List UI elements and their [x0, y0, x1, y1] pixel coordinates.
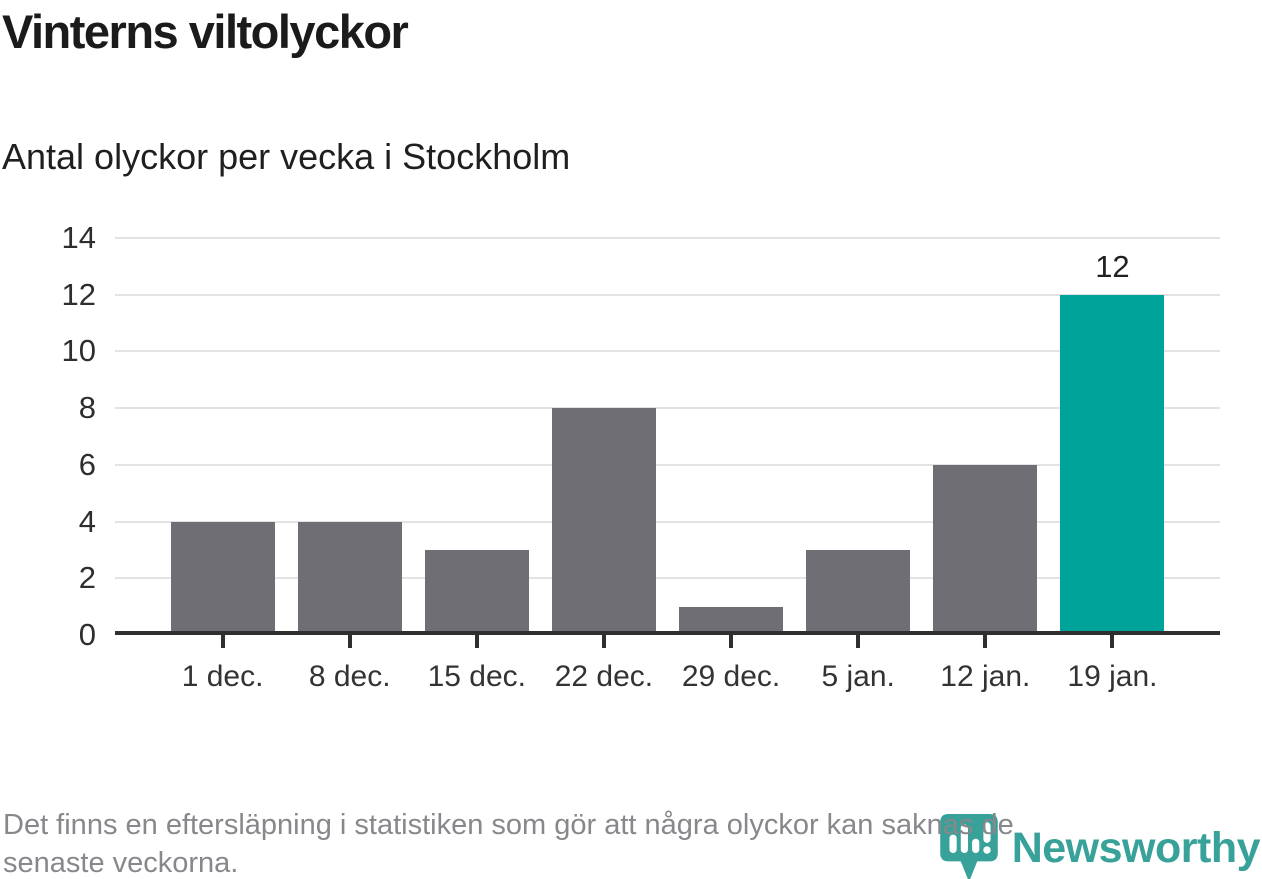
x-tick-7 [983, 635, 988, 648]
y-tick-label-6: 6 [78, 446, 96, 482]
x-tick-label-1: 1 dec. [181, 660, 264, 693]
x-tick-label-7: 12 jan. [940, 660, 1031, 693]
gridline-y-6 [115, 463, 1220, 466]
plot-area: 12 [115, 237, 1220, 648]
bar-5jan [806, 549, 911, 635]
x-tick-label-4: 22 dec. [554, 660, 654, 693]
bar-12jan [933, 464, 1038, 635]
x-tick-1 [220, 635, 225, 648]
y-tick-label-4: 4 [78, 503, 96, 539]
bar-value-label-19jan: 12 [1095, 248, 1130, 284]
x-tick-5 [729, 635, 734, 648]
bar-19jan [1060, 294, 1165, 635]
bar-29dec [679, 606, 784, 635]
x-tick-label-3: 15 dec. [427, 660, 527, 693]
y-tick-label-0: 0 [78, 617, 96, 652]
newsworthy-bubble-chart-icon [939, 814, 998, 879]
x-tick-2 [347, 635, 352, 648]
gridline-y-12 [115, 293, 1220, 296]
gridline-y-4 [115, 520, 1220, 523]
x-tick-4 [601, 635, 606, 648]
x-tick-6 [856, 635, 861, 648]
gridline-y-10 [115, 350, 1220, 353]
x-tick-label-6: 5 jan. [821, 660, 895, 693]
y-tick-label-12: 12 [61, 276, 96, 312]
x-axis-line [115, 631, 1220, 635]
bar-1dec [170, 521, 275, 635]
footnote-line-1: Det finns en eftersläpning i statistiken… [3, 809, 1014, 841]
x-axis-labels: 1 dec. 8 dec. 15 dec. 22 dec. 29 dec. 5 jan. 1… [115, 660, 1220, 700]
y-tick-label-10: 10 [61, 333, 96, 369]
chart-subtitle: Antal olyckor per vecka i Stockholm [2, 136, 571, 177]
gridline-y-2 [115, 577, 1220, 580]
page-title: Vinterns viltolyckor [2, 5, 409, 58]
bar-22dec [551, 408, 656, 635]
bar-8dec [297, 521, 402, 635]
x-tick-label-2: 8 dec. [308, 660, 391, 693]
x-tick-label-5: 29 dec. [681, 660, 781, 693]
footnote-line-2: senaste veckorna. [3, 847, 239, 879]
newsworthy-logo-text: Newsworthy [1011, 824, 1261, 872]
y-axis-labels: 0 2 4 6 8 10 12 14 [14, 220, 96, 652]
chart-footnote: Det finns en eftersläpning i statistiken… [3, 806, 1253, 879]
gridline-y-14 [115, 237, 1220, 239]
newsworthy-logo: Newsworthy [938, 812, 1261, 879]
y-tick-label-14: 14 [61, 220, 96, 255]
x-tick-label-8: 19 jan. [1067, 660, 1158, 693]
x-tick-8 [1110, 635, 1115, 648]
gridline-y-8 [115, 407, 1220, 410]
x-tick-3 [474, 635, 479, 648]
y-tick-label-8: 8 [78, 390, 96, 426]
y-tick-label-2: 2 [78, 560, 96, 596]
bar-15dec [424, 549, 529, 635]
